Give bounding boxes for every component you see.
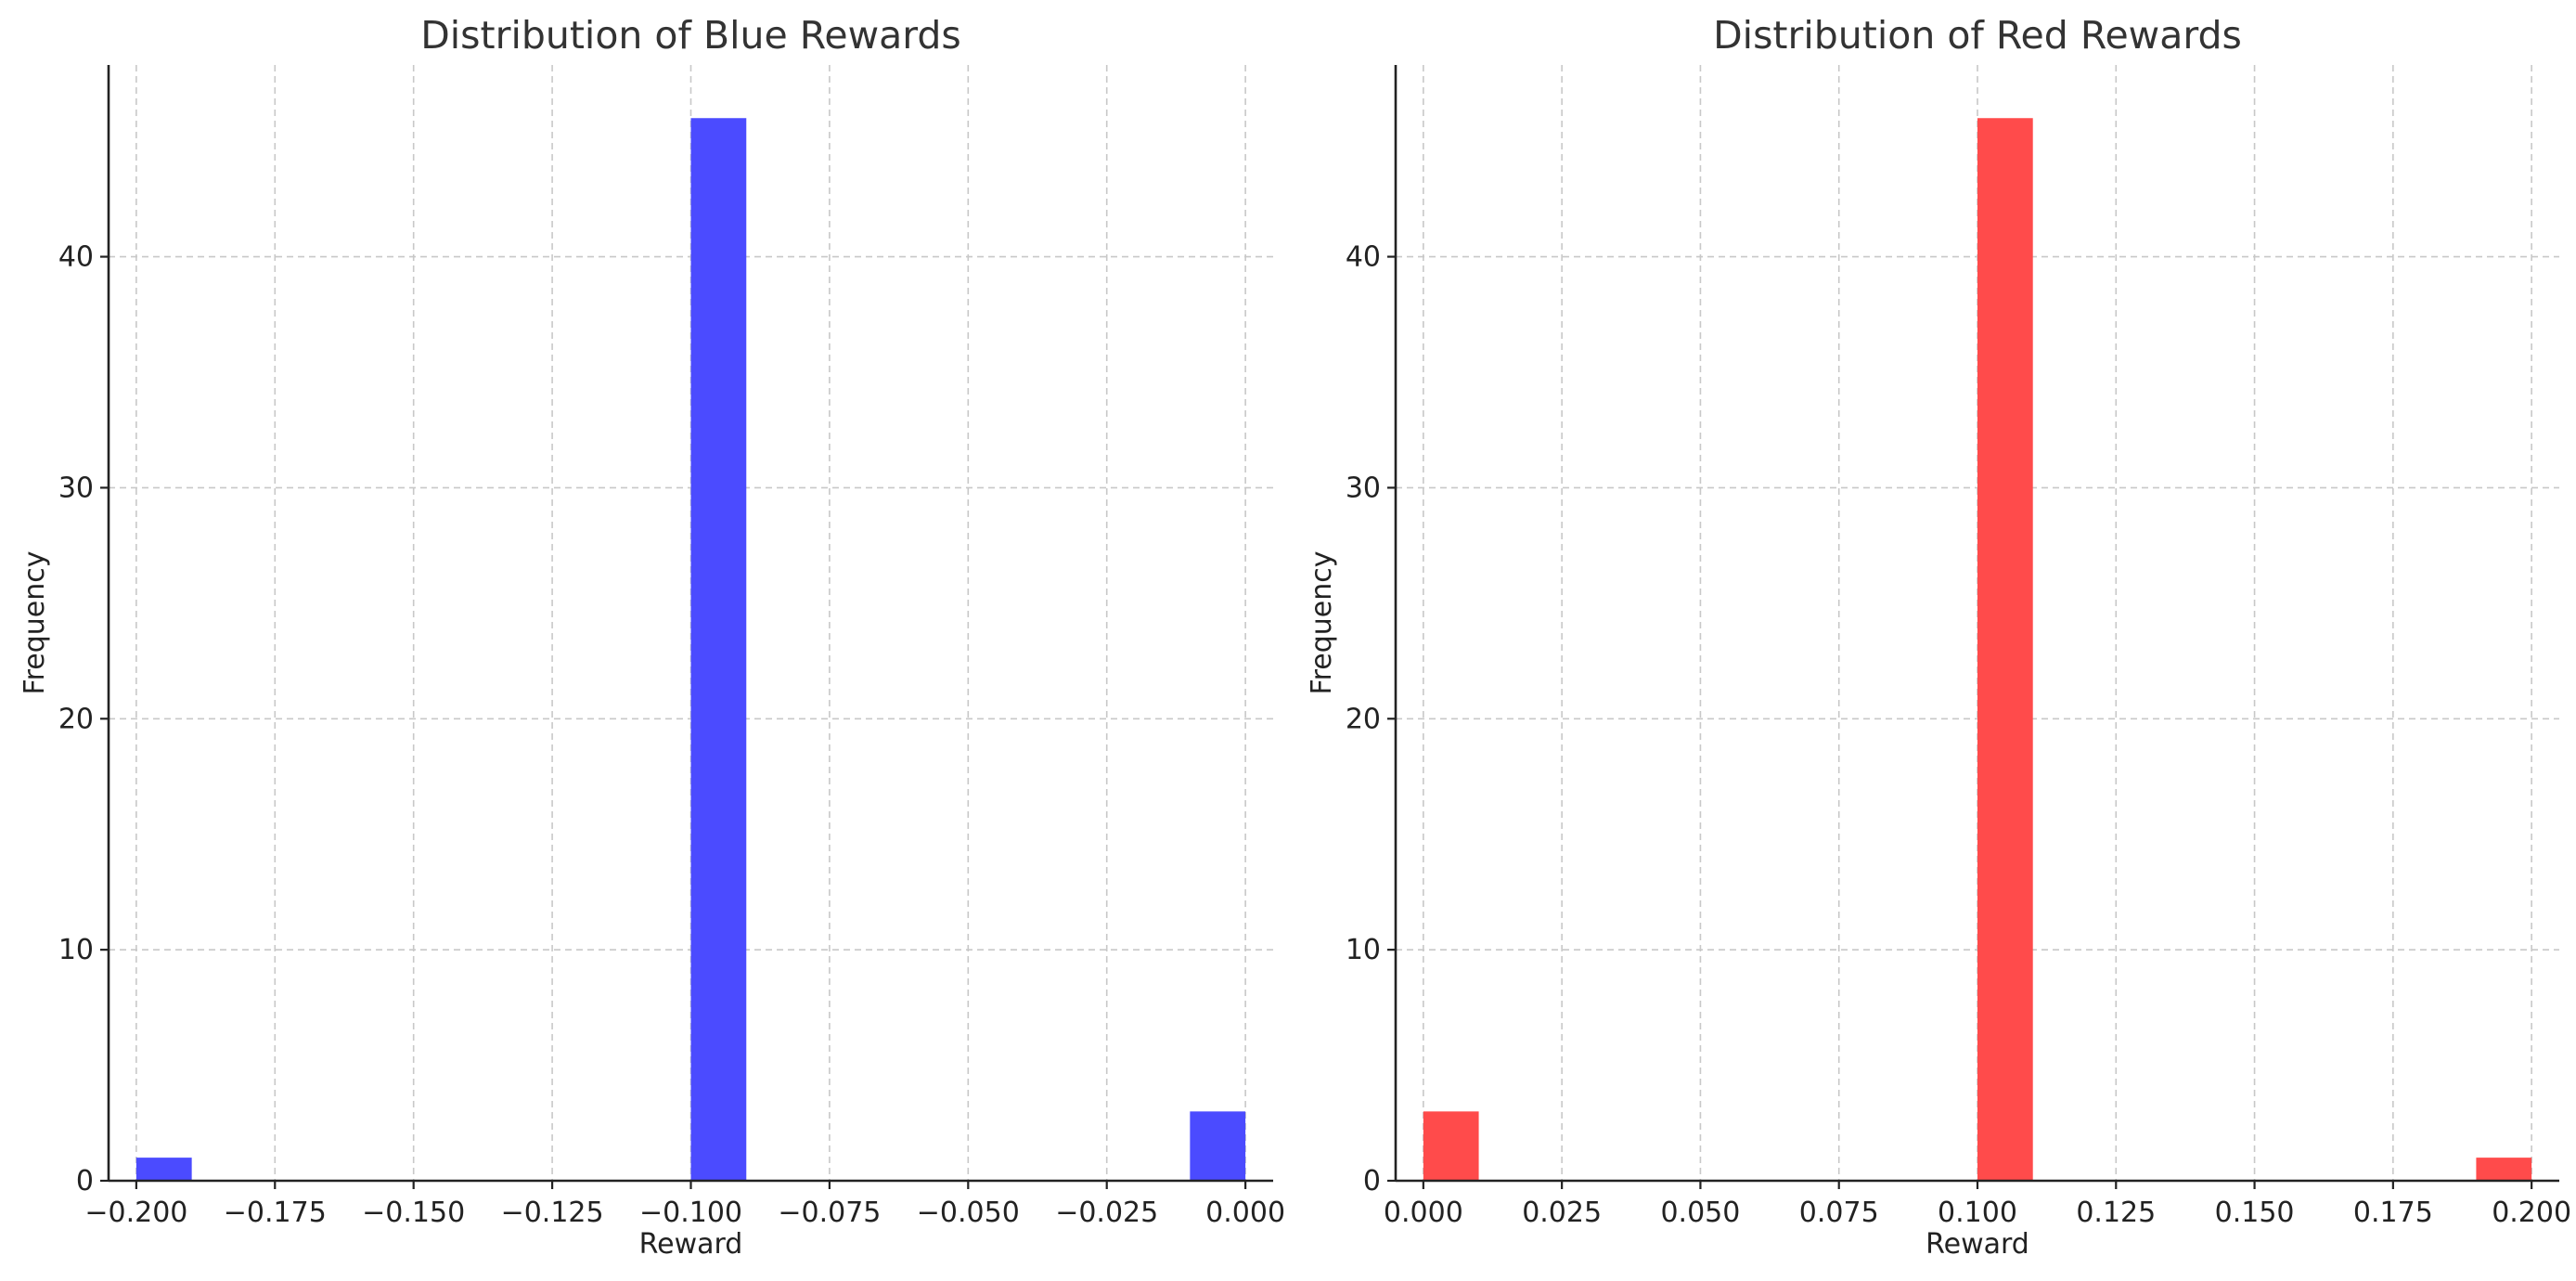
x-tick-label: −0.125	[501, 1197, 604, 1229]
x-tick-label: 0.075	[1799, 1197, 1879, 1229]
x-axis-label: Reward	[639, 1228, 743, 1261]
x-tick-label: 0.050	[1660, 1197, 1740, 1229]
axes: 0.000 0.025 0.050 0.075 0.100 0.125 0.150 0.175…	[1346, 65, 2571, 1229]
x-tick-label: −0.200	[84, 1197, 187, 1229]
histogram-bar	[690, 118, 747, 1182]
y-tick-label: 10	[1346, 934, 1381, 966]
x-tick-label: 0.175	[2353, 1197, 2433, 1229]
bars	[135, 118, 1246, 1182]
y-tick-label: 40	[58, 241, 94, 274]
y-tick-label: 20	[1346, 703, 1381, 735]
y-tick-label: 20	[58, 703, 94, 735]
x-tick-label: 0.000	[1384, 1197, 1463, 1229]
x-tick-label: 0.100	[1938, 1197, 2017, 1229]
axes: −0.200 −0.175 −0.150 −0.125 −0.100 −0.075 −0.0…	[58, 65, 1285, 1229]
histogram-bar	[1977, 118, 2033, 1182]
x-tick-label: 0.000	[1205, 1197, 1285, 1229]
x-tick-label: −0.175	[224, 1197, 327, 1229]
histogram-bar	[135, 1158, 192, 1181]
chart-title: Distribution of Blue Rewards	[420, 13, 961, 58]
y-tick-label: 40	[1346, 241, 1381, 274]
x-tick-label: −0.075	[778, 1197, 881, 1229]
y-tick-label: 0	[76, 1165, 94, 1197]
histogram-bar	[1423, 1111, 1479, 1181]
bars	[1423, 118, 2532, 1182]
y-tick-label: 30	[1346, 472, 1381, 504]
red-rewards-histogram: Distribution of Red Rewards Reward Frequ…	[1306, 13, 2571, 1261]
y-tick-label: 10	[58, 934, 94, 966]
x-tick-label: 0.150	[2215, 1197, 2295, 1229]
y-axis-label: Frequency	[19, 551, 51, 695]
x-tick-label: −0.050	[917, 1197, 1020, 1229]
x-tick-label: 0.200	[2492, 1197, 2571, 1229]
x-tick-label: −0.025	[1055, 1197, 1158, 1229]
x-axis-label: Reward	[1926, 1228, 2029, 1261]
y-tick-label: 0	[1363, 1165, 1381, 1197]
histogram-bar	[2476, 1158, 2532, 1181]
x-tick-label: 0.025	[1522, 1197, 1602, 1229]
chart-title: Distribution of Red Rewards	[1713, 13, 2242, 58]
y-axis-label: Frequency	[1306, 551, 1338, 695]
histogram-bar	[1190, 1111, 1246, 1181]
x-tick-label: −0.100	[639, 1197, 742, 1229]
y-tick-label: 30	[58, 472, 94, 504]
x-tick-label: 0.125	[2076, 1197, 2156, 1229]
blue-rewards-histogram: Distribution of Blue Rewards Reward Freq…	[19, 13, 1285, 1261]
x-tick-label: −0.150	[362, 1197, 465, 1229]
